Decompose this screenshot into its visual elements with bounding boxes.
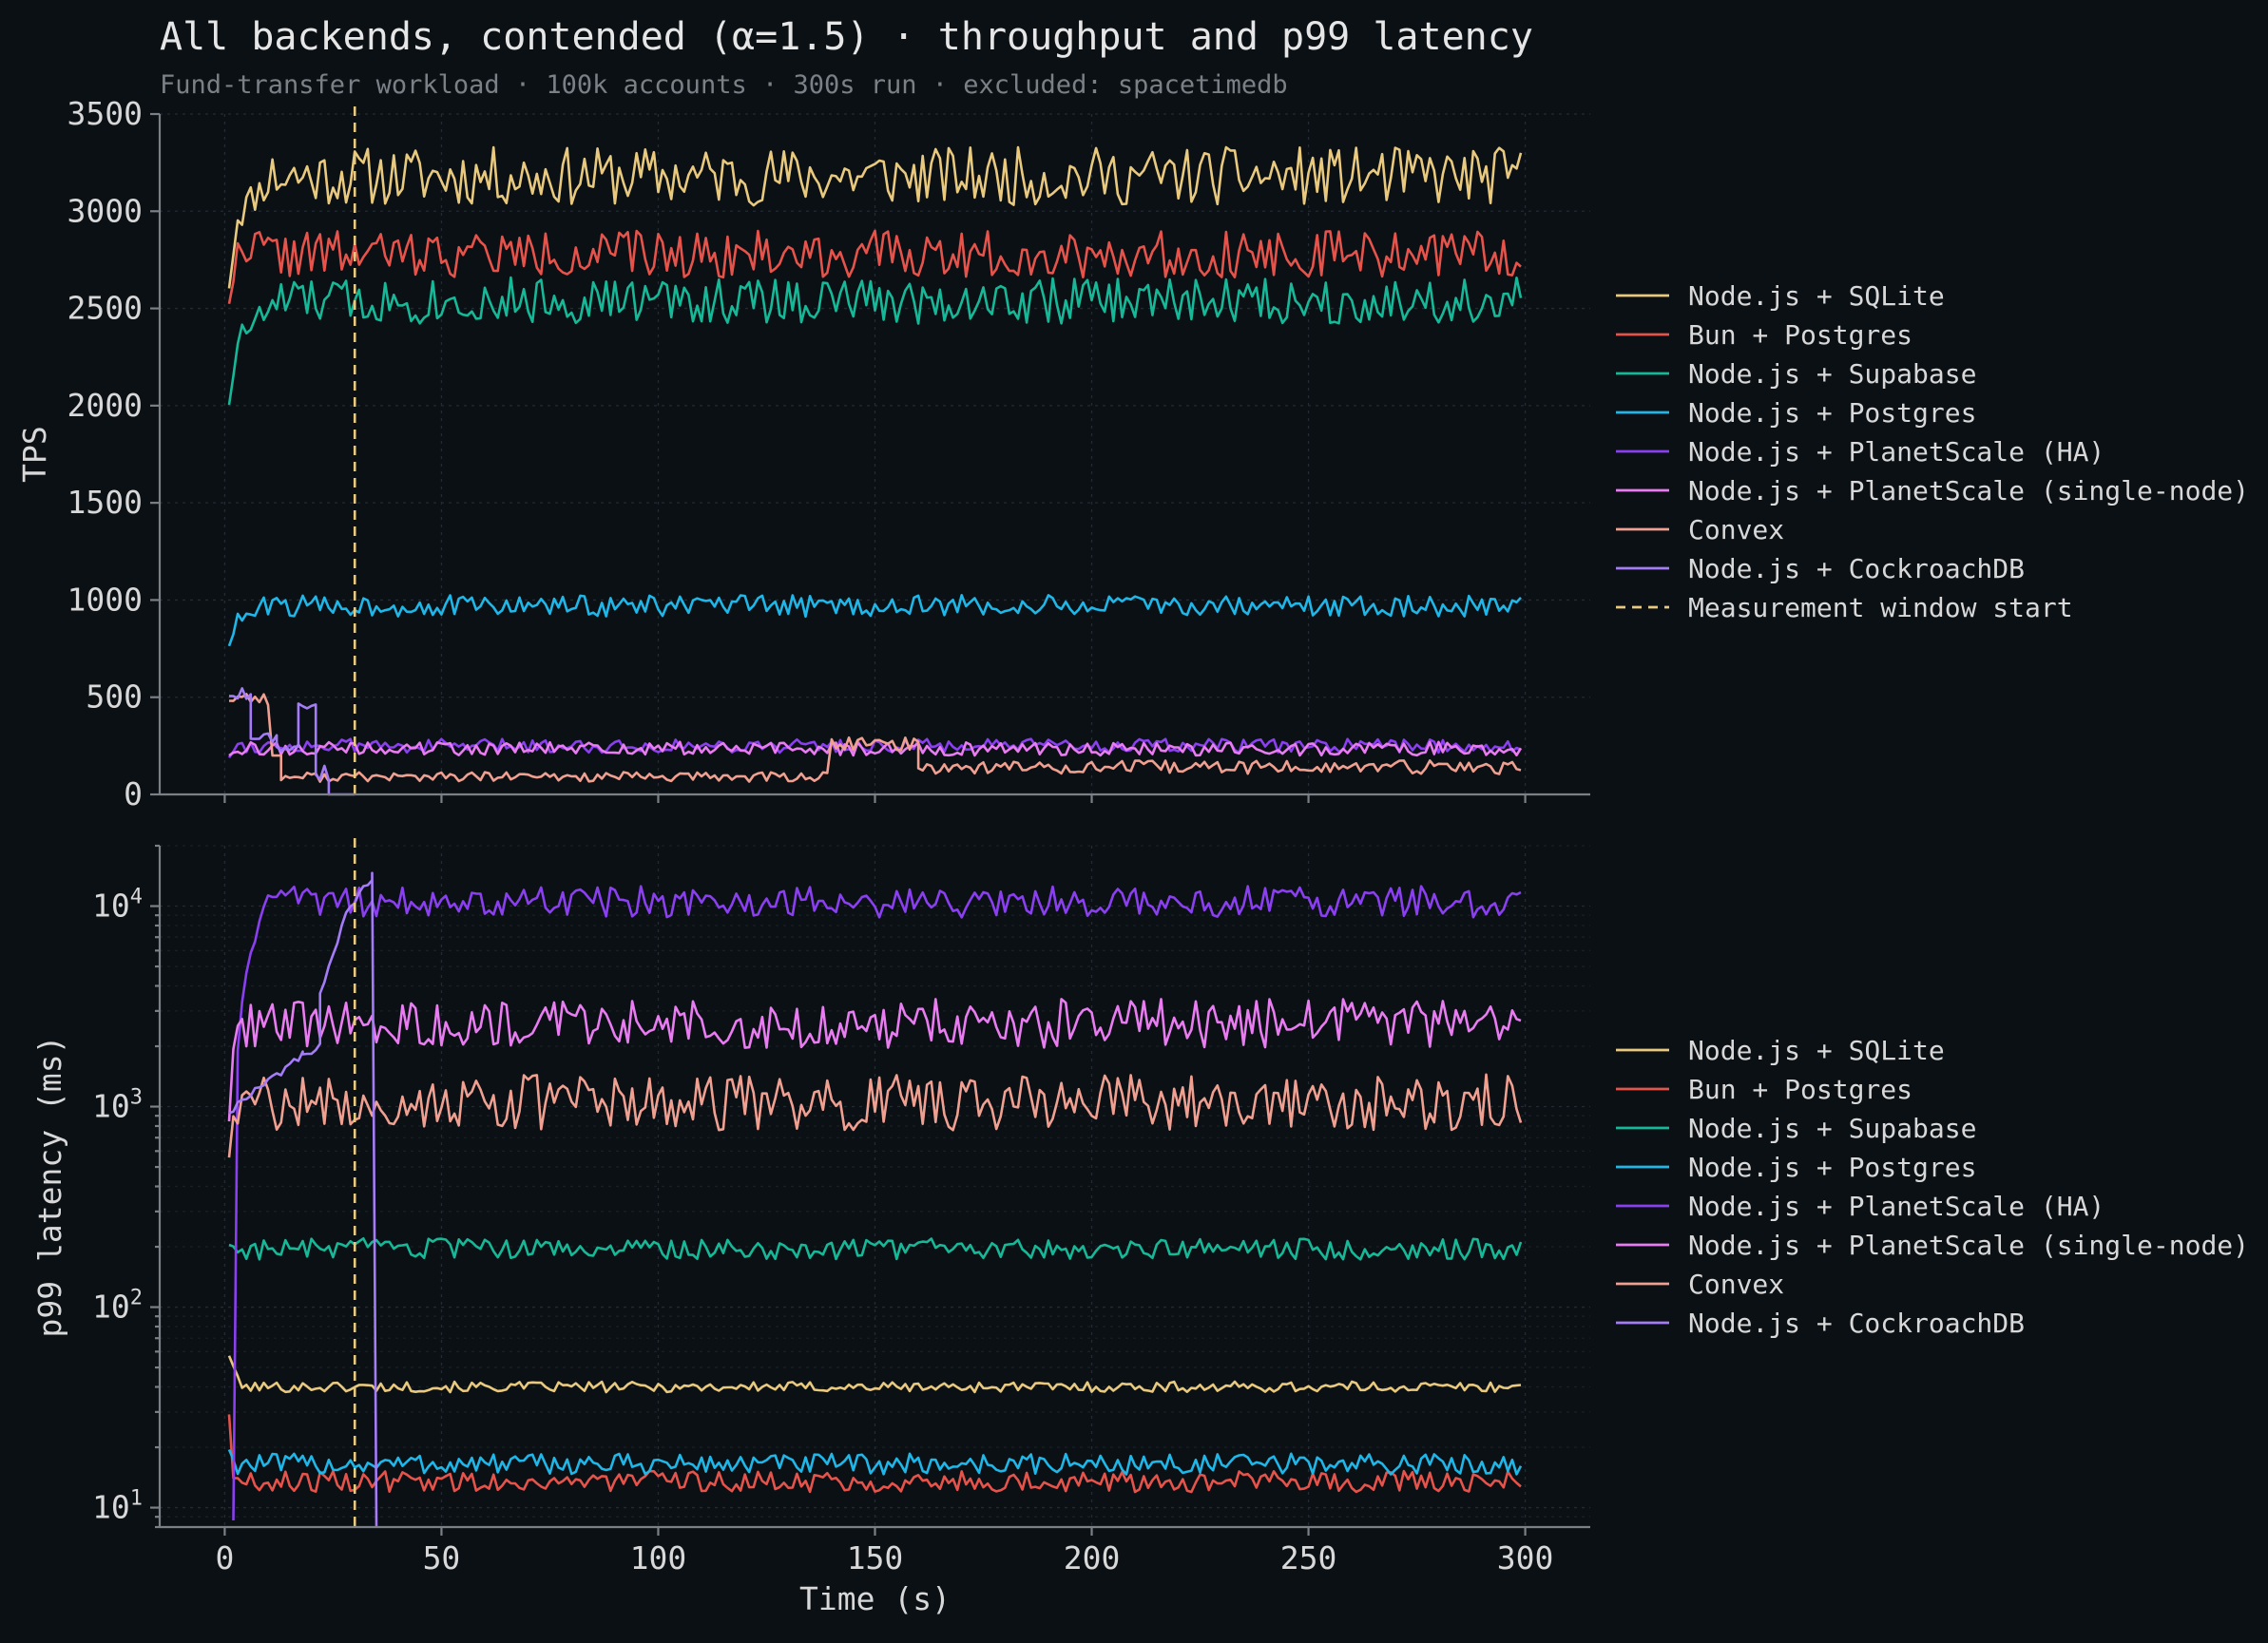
series-line-node-js-postgres xyxy=(227,594,1522,647)
legend-item-node-js-sqlite: Node.js + SQLite xyxy=(1616,1035,1945,1066)
y-tick-label: 500 xyxy=(86,678,143,716)
legend-item-node-js-planetscale-ha: Node.js + PlanetScale (HA) xyxy=(1616,436,2105,468)
legend-item-node-js-planetscale-ha: Node.js + PlanetScale (HA) xyxy=(1616,1191,2105,1222)
series-line-bun-postgres xyxy=(227,1414,1522,1494)
legend-item-node-js-cockroachdb: Node.js + CockroachDB xyxy=(1616,1308,2025,1339)
legend-label: Bun + Postgres xyxy=(1688,1074,1912,1105)
legend-label: Convex xyxy=(1688,514,1784,545)
legend-label: Node.js + Postgres xyxy=(1688,1152,1976,1183)
throughput-panel: 0 500 1000 1500 2000 2500 3000 3500 TPS xyxy=(16,95,1590,812)
throughput-legend: Node.js + SQLite Bun + Postgres Node.js + … xyxy=(1616,280,2249,623)
legend-label: Node.js + CockroachDB xyxy=(1688,553,2025,584)
legend-item-convex: Convex xyxy=(1616,514,1784,545)
series-line-node-js-supabase xyxy=(228,1237,1523,1261)
series-line-node-js-sqlite xyxy=(227,1355,1522,1394)
x-tick-label: 300 xyxy=(1497,1539,1554,1576)
y-tick-exponent: 4 xyxy=(130,886,143,909)
series-line-node-js-planetscale-ha xyxy=(232,885,1522,1521)
series-line-node-js-planetscale-single-node xyxy=(227,998,1522,1122)
y-tick-exponent: 3 xyxy=(130,1086,143,1110)
legend-label: Measurement window start xyxy=(1688,592,2073,623)
legend-label: Node.js + PlanetScale (HA) xyxy=(1688,1191,2105,1222)
y-tick-exponent: 1 xyxy=(130,1487,143,1511)
chart-subtitle: Fund-transfer workload · 100k accounts ·… xyxy=(160,70,1288,100)
legend-label: Node.js + Supabase xyxy=(1688,358,1976,390)
y-tick-label: 2000 xyxy=(67,387,143,424)
series-line-node-js-planetscale-single-node xyxy=(228,740,1523,757)
y-tick-label: 3500 xyxy=(67,95,143,132)
legend-label: Bun + Postgres xyxy=(1688,319,1912,351)
latency-legend: Node.js + SQLite Bun + Postgres Node.js + … xyxy=(1616,1035,2249,1339)
x-axis-label: Time (s) xyxy=(799,1580,951,1617)
legend-label: Node.js + Supabase xyxy=(1688,1113,1976,1144)
legend-label: Node.js + SQLite xyxy=(1688,1035,1945,1066)
y-tick-label: 2500 xyxy=(67,290,143,327)
legend-item-bun-postgres: Bun + Postgres xyxy=(1616,319,1912,351)
legend-label: Node.js + SQLite xyxy=(1688,280,1945,312)
y-tick-label: 1500 xyxy=(67,484,143,521)
series-line-convex xyxy=(228,693,1522,783)
legend-item-convex: Convex xyxy=(1616,1269,1784,1300)
series-line-node-js-sqlite xyxy=(227,145,1523,289)
legend-item-node-js-sqlite: Node.js + SQLite xyxy=(1616,280,1945,312)
legend-item-node-js-postgres: Node.js + Postgres xyxy=(1616,397,1976,429)
legend-label: Node.js + PlanetScale (HA) xyxy=(1688,436,2105,468)
x-tick-label: 150 xyxy=(847,1539,904,1576)
legend-label: Node.js + CockroachDB xyxy=(1688,1308,2025,1339)
legend-label: Node.js + PlanetScale (single-node) xyxy=(1688,475,2249,506)
y-axis-label: TPS xyxy=(16,426,53,483)
legend-item-node-js-planetscale-single-node: Node.js + PlanetScale (single-node) xyxy=(1616,1230,2249,1261)
series-line-node-js-postgres xyxy=(227,1448,1523,1476)
x-tick-label: 0 xyxy=(215,1539,234,1576)
x-tick-label: 50 xyxy=(423,1539,461,1576)
legend-item-node-js-postgres: Node.js + Postgres xyxy=(1616,1152,1976,1183)
series-line-bun-postgres xyxy=(227,229,1522,305)
y-axis-label: p99 latency (ms) xyxy=(31,1036,68,1338)
legend-label: Convex xyxy=(1688,1269,1784,1300)
legend-item-node-js-supabase: Node.js + Supabase xyxy=(1616,1113,1976,1144)
series-line-node-js-supabase xyxy=(227,276,1523,406)
legend-label: Node.js + Postgres xyxy=(1688,397,1976,429)
legend-item-measurement-window-start: Measurement window start xyxy=(1616,592,2073,623)
y-tick-label: 0 xyxy=(124,775,143,812)
legend-item-node-js-supabase: Node.js + Supabase xyxy=(1616,358,1976,390)
y-tick-label: 104 xyxy=(92,886,143,925)
series-lines xyxy=(227,145,1523,796)
legend-label: Node.js + PlanetScale (single-node) xyxy=(1688,1230,2249,1261)
y-tick-exponent: 2 xyxy=(130,1287,143,1310)
series-lines xyxy=(227,871,1523,1528)
legend-item-node-js-planetscale-single-node: Node.js + PlanetScale (single-node) xyxy=(1616,475,2249,506)
legend-item-node-js-cockroachdb: Node.js + CockroachDB xyxy=(1616,553,2025,584)
x-tick-label: 200 xyxy=(1064,1539,1121,1576)
x-tick-label: 100 xyxy=(630,1539,687,1576)
y-tick-label: 3000 xyxy=(67,192,143,229)
x-tick-label: 250 xyxy=(1280,1539,1337,1576)
legend-item-bun-postgres: Bun + Postgres xyxy=(1616,1074,1912,1105)
chart-title: All backends, contended (α=1.5) · throug… xyxy=(160,15,1533,59)
y-tick-label: 1000 xyxy=(67,581,143,618)
series-line-convex xyxy=(227,1073,1523,1158)
